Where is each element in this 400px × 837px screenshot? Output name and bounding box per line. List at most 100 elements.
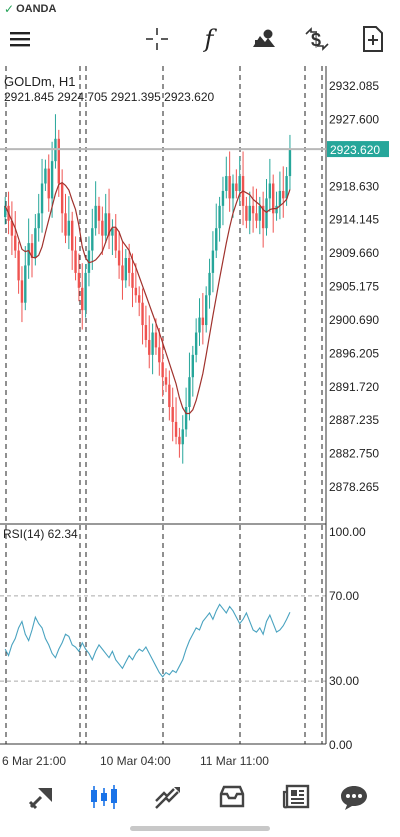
candle-body (67, 220, 71, 236)
candle-body (121, 265, 124, 281)
chart-toolbar: f $ (0, 18, 400, 60)
price-chart[interactable]: 2932.085 2927.600 2918.630 2914.145 2909.660… (0, 66, 400, 770)
candle-body (77, 272, 81, 288)
candle-body (288, 149, 292, 177)
price-tick-label: 2878.265 (329, 480, 379, 494)
crosshair-icon[interactable] (142, 24, 172, 54)
broker-logo: ✓ OANDA (4, 2, 56, 16)
new-order-icon[interactable] (358, 24, 388, 54)
candle-body (138, 295, 141, 303)
chart-icon[interactable] (88, 782, 120, 812)
menu-icon[interactable] (6, 24, 36, 54)
rsi-label: RSI(14) 62.34 (3, 527, 78, 541)
candle-body (198, 317, 201, 333)
candle-body (231, 183, 235, 199)
candle-body (255, 213, 258, 221)
history-icon[interactable] (216, 782, 248, 812)
messages-icon[interactable] (338, 782, 370, 812)
chart-area[interactable]: 2932.085 2927.600 2918.630 2914.145 2909.660… (0, 66, 400, 770)
svg-text:$: $ (311, 30, 321, 50)
candle-body (81, 287, 84, 311)
rsi-tick-label: 70.00 (329, 589, 359, 603)
candle-body (47, 168, 50, 199)
price-tick-label: 2914.145 (329, 213, 379, 227)
moving-average-line (4, 181, 291, 415)
candle-body (114, 228, 117, 251)
candle-body (57, 138, 60, 184)
candle-body (245, 205, 248, 221)
time-label-3: 11 Mar 11:00 (200, 754, 269, 768)
candle-body (208, 272, 211, 296)
candle-body (168, 384, 171, 408)
candle-body (71, 220, 74, 251)
symbol-switch-icon[interactable]: $ (302, 24, 332, 54)
candle-body (164, 377, 168, 385)
candle-body (194, 332, 198, 355)
candle-body (248, 205, 251, 221)
candle-body (97, 205, 101, 221)
candle-body (282, 190, 285, 199)
symbol-label: GOLDm, H1 (4, 74, 76, 89)
price-tick-label: 2932.085 (329, 79, 379, 93)
candle-body (154, 332, 158, 348)
candle-body (74, 250, 77, 273)
quotes-icon[interactable] (26, 782, 58, 812)
candle-body (238, 176, 241, 191)
candle-body (141, 302, 144, 326)
candle-body (4, 205, 7, 218)
candle-body (50, 161, 54, 199)
candle-body (27, 243, 30, 266)
indicators-icon[interactable]: f (194, 24, 224, 54)
price-tick-label: 2887.235 (329, 413, 379, 427)
candle-body (225, 176, 228, 191)
rsi-tick-label: 0.00 (329, 738, 353, 752)
candle-body (37, 213, 40, 229)
candle-body (184, 407, 188, 430)
time-label-1: 6 Mar 21:00 (2, 754, 66, 768)
broker-name: OANDA (16, 3, 57, 15)
rsi-tick-label: 30.00 (329, 674, 359, 688)
candle-body (265, 198, 268, 229)
candle-body (94, 205, 97, 229)
candle-body (285, 176, 288, 199)
news-icon[interactable] (280, 782, 312, 812)
candle-body (268, 183, 272, 199)
candle-body (124, 258, 127, 281)
candle-body (10, 220, 14, 236)
candle-body (218, 205, 221, 229)
candle-body (101, 220, 104, 236)
candle-body (261, 205, 265, 229)
candle-body (40, 183, 44, 214)
candle-body (258, 205, 261, 221)
candle-body (131, 272, 134, 288)
price-tick-label: 2905.175 (329, 280, 379, 294)
candle-body (151, 332, 154, 355)
candle-body (144, 325, 148, 340)
candle-body (278, 190, 282, 206)
candle-body (235, 183, 238, 191)
price-tick-label: 2909.660 (329, 246, 379, 260)
objects-icon[interactable] (249, 24, 279, 54)
candle-body (205, 295, 208, 326)
candle-body (201, 317, 205, 326)
current-price-label: 2923.620 (330, 143, 380, 157)
candle-body (44, 168, 47, 184)
candle-body (20, 280, 24, 303)
candle-body (134, 287, 138, 296)
status-bar: ✓ OANDA (0, 0, 400, 18)
candle-body (171, 407, 174, 422)
trade-icon[interactable] (152, 782, 184, 812)
candle-body (127, 258, 131, 273)
candle-body (64, 213, 67, 236)
time-label-2: 10 Mar 04:00 (100, 754, 171, 768)
candle-body (30, 243, 34, 259)
candle-body (188, 377, 191, 408)
candle-body (275, 205, 278, 214)
candle-body (178, 436, 181, 445)
indicator-glyph: f (204, 25, 214, 53)
price-tick-label: 2900.690 (329, 313, 379, 327)
checkmark-icon: ✓ (4, 2, 15, 16)
candle-body (161, 362, 164, 378)
candle-body (211, 250, 215, 273)
candle-body (34, 228, 37, 259)
